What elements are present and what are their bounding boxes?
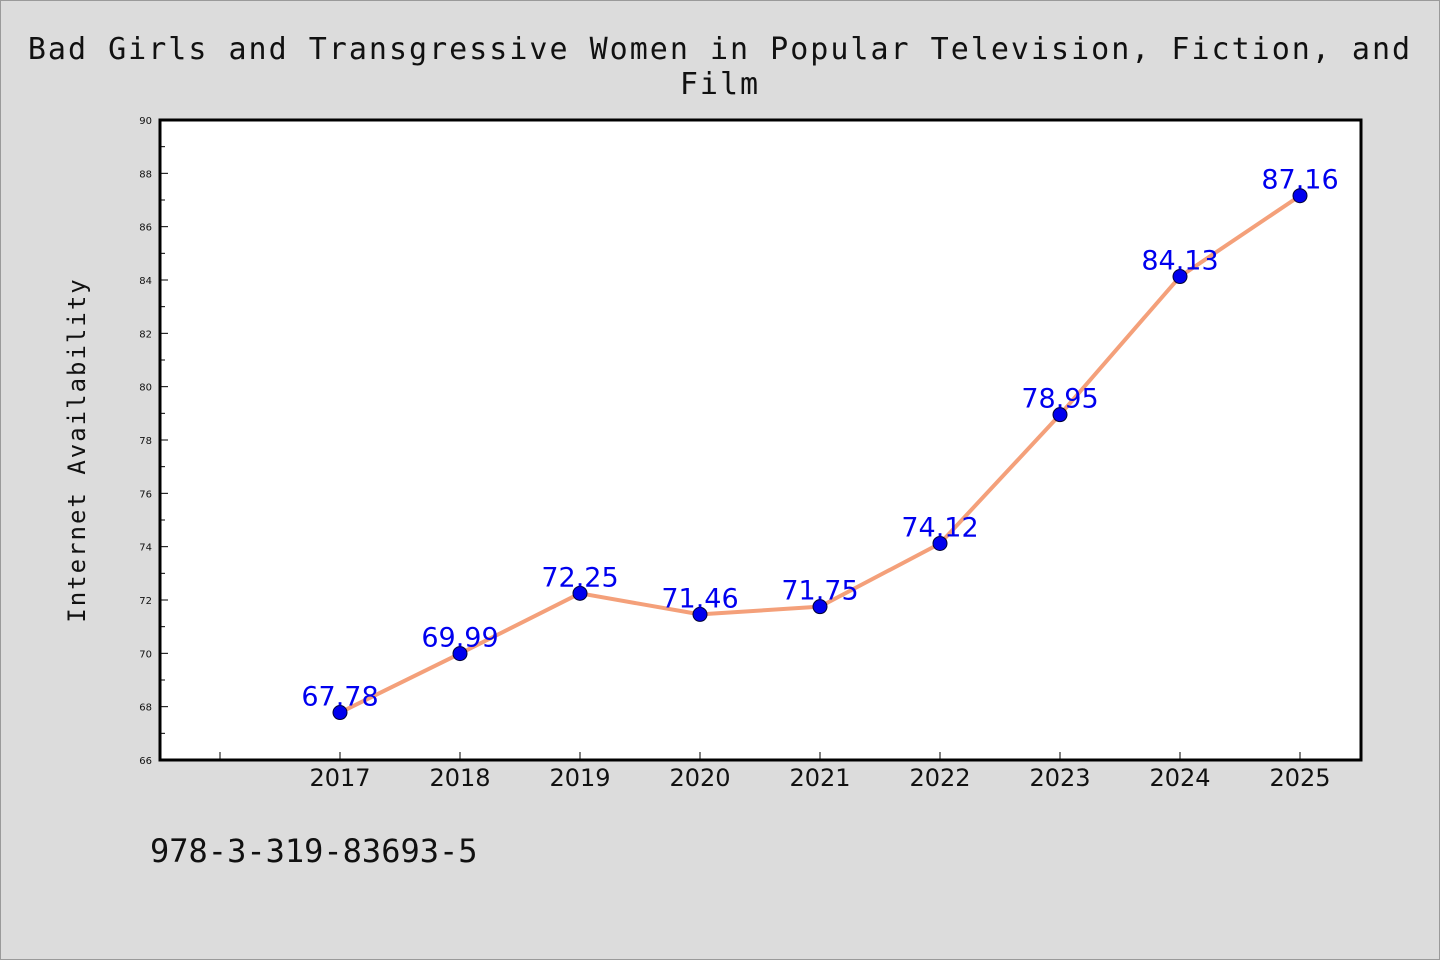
y-tick-label-68: 68 [139, 703, 152, 714]
y-tick-label-88: 88 [139, 169, 152, 180]
y-tick-label-80: 80 [139, 383, 152, 394]
x-axis-ticks: 2017 2018 2019 2020 2021 2022 2023 2024 2025 [219, 752, 1331, 792]
isbn-label: 978-3-319-83693-5 [150, 832, 478, 870]
data-markers [332, 188, 1308, 721]
data-point-2025 [1292, 188, 1308, 204]
chart-title: Bad Girls and Transgressive Women in Pop… [27, 32, 1413, 102]
data-label-2025: 87.16 [1261, 165, 1338, 196]
y-tick-label-76: 76 [139, 489, 152, 500]
x-tick-label-2025: 2025 [1269, 764, 1330, 792]
x-tick-label-2022: 2022 [909, 764, 970, 792]
x-tick-label-2023: 2023 [1029, 764, 1090, 792]
x-tick-label-2024: 2024 [1149, 764, 1210, 792]
y-tick-label-78: 78 [139, 436, 152, 447]
y-axis-ticks: 66 68 70 72 74 76 78 80 82 84 86 88 90 [139, 116, 168, 767]
plot-area [158, 118, 1363, 762]
x-tick-label-2021: 2021 [789, 764, 850, 792]
data-point-2017 [332, 705, 348, 721]
data-label-2018: 69.99 [421, 623, 498, 654]
x-tick-label-2020: 2020 [669, 764, 730, 792]
y-tick-label-82: 82 [139, 329, 152, 340]
y-tick-label-74: 74 [139, 543, 152, 554]
data-point-2023 [1052, 407, 1068, 423]
x-tick-label-2018: 2018 [429, 764, 490, 792]
data-label-2023: 78.95 [1021, 384, 1098, 415]
x-tick-label-2017: 2017 [309, 764, 370, 792]
y-tick-label-70: 70 [139, 649, 152, 660]
data-label-2022: 74.12 [901, 512, 978, 543]
data-point-2019 [572, 585, 588, 601]
data-point-2018 [452, 646, 468, 662]
data-point-2024 [1172, 269, 1188, 285]
data-label-2019: 72.25 [541, 562, 618, 593]
data-point-2020 [692, 606, 708, 622]
data-label-2020: 71.46 [661, 583, 738, 614]
y-tick-label-84: 84 [139, 276, 152, 287]
data-point-2021 [812, 599, 828, 615]
y-axis-title: Internet Availability [63, 277, 91, 622]
y-tick-label-90: 90 [139, 116, 152, 127]
y-tick-label-66: 66 [139, 756, 152, 767]
data-label-2021: 71.75 [781, 576, 858, 607]
data-point-2022 [932, 535, 948, 551]
data-label-2024: 84.13 [1141, 246, 1218, 277]
y-tick-label-86: 86 [139, 223, 152, 234]
x-tick-label-2019: 2019 [549, 764, 610, 792]
data-labels: 67.78 69.99 72.25 71.46 71.75 74.12 78.95 84.13… [301, 165, 1338, 713]
y-tick-label-72: 72 [139, 596, 152, 607]
data-label-2017: 67.78 [301, 682, 378, 713]
